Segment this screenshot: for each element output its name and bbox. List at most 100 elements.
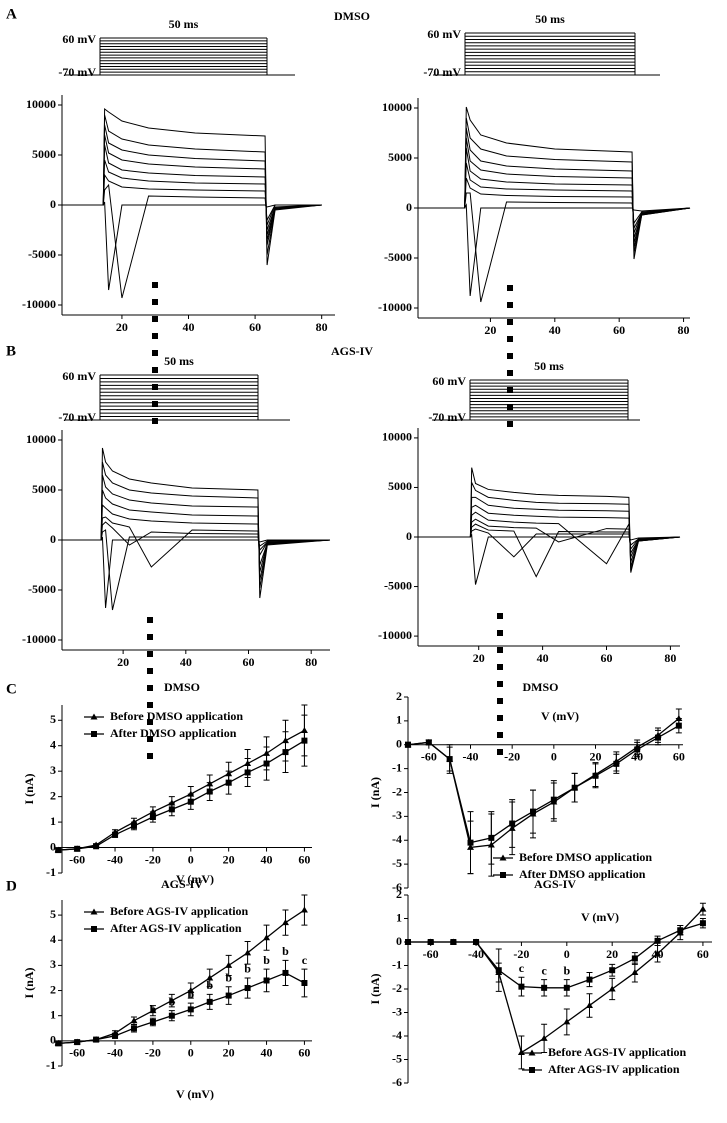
- trace: [418, 117, 691, 254]
- y-tick-label: 5: [50, 907, 56, 921]
- point: [699, 920, 706, 927]
- x-tick-label: 0: [551, 750, 557, 764]
- trace: [418, 192, 691, 303]
- x-tick-label: 60: [243, 655, 255, 669]
- y-tick-label: 0: [396, 934, 402, 948]
- annotation: b: [150, 1002, 157, 1016]
- point: [244, 949, 252, 956]
- point: [152, 418, 158, 424]
- point: [152, 333, 158, 339]
- x-tick-label: 60: [249, 320, 261, 334]
- x-tick-label: -20: [504, 750, 520, 764]
- y-tick-label: 0: [406, 529, 412, 543]
- x-tick-label: 80: [316, 320, 328, 334]
- y-tick-label: -3: [392, 808, 402, 822]
- legend-label: Before DMSO application: [110, 709, 243, 723]
- x-tick-label: 0: [188, 852, 194, 866]
- y-tick-label: 0: [50, 1033, 56, 1047]
- trace: [62, 159, 322, 231]
- x-tick-label: 80: [664, 651, 676, 665]
- panel-letter: B: [6, 343, 16, 359]
- point: [93, 1036, 100, 1043]
- y-tick-label: 0: [50, 839, 56, 853]
- x-axis-label: V (mV): [176, 872, 214, 886]
- point: [112, 1032, 119, 1039]
- x-tick-label: 60: [613, 323, 625, 337]
- x-tick-label: -40: [463, 750, 479, 764]
- trace: [418, 523, 681, 578]
- point: [130, 1017, 138, 1024]
- y-tick-label: 4: [50, 737, 56, 751]
- y-tick-label: 2: [50, 788, 56, 802]
- x-tick-label: 60: [298, 1046, 310, 1060]
- y-tick-label: 4: [50, 932, 56, 946]
- point: [634, 746, 641, 753]
- point: [500, 872, 506, 878]
- trace: [62, 124, 322, 246]
- y-tick-label: 1: [396, 910, 402, 924]
- point: [152, 367, 158, 373]
- x-tick-label: -60: [69, 852, 85, 866]
- x-tick-label: -60: [423, 947, 439, 961]
- y-tick-label: -4: [392, 1028, 402, 1042]
- y-tick-label: 10000: [26, 432, 56, 446]
- x-tick-label: 80: [305, 655, 317, 669]
- point: [507, 285, 513, 291]
- x-tick-label: 20: [223, 1046, 235, 1060]
- trace: [418, 106, 691, 260]
- annotation: c: [541, 963, 547, 977]
- trace: [58, 729, 305, 851]
- point: [405, 741, 411, 748]
- y-tick-label: -2: [392, 784, 402, 798]
- annotation: b: [169, 994, 176, 1008]
- point: [301, 737, 308, 744]
- point: [152, 316, 158, 322]
- point: [301, 980, 308, 986]
- x-tick-label: -20: [145, 852, 161, 866]
- annotation: c: [519, 961, 525, 975]
- x-tick-label: 40: [537, 651, 549, 665]
- point: [613, 760, 620, 767]
- point: [631, 969, 639, 976]
- protocol-high: 60 mV: [432, 374, 466, 388]
- y-tick-label: -5000: [28, 582, 56, 596]
- point: [507, 421, 513, 427]
- point: [263, 760, 270, 767]
- point: [187, 798, 194, 805]
- panel-letter: A: [6, 6, 17, 22]
- point: [467, 839, 474, 846]
- x-tick-label: -40: [468, 947, 484, 961]
- trace: [418, 177, 691, 230]
- legend-label: Before AGS-IV application: [548, 1045, 687, 1059]
- point: [473, 939, 480, 945]
- point: [654, 937, 661, 944]
- point: [147, 753, 153, 759]
- point: [446, 756, 453, 763]
- y-axis-label: I (nA): [22, 967, 36, 998]
- point: [585, 1001, 593, 1008]
- legend-label: After DMSO application: [519, 867, 646, 881]
- trace: [407, 725, 680, 844]
- y-tick-label: 1: [396, 713, 402, 727]
- y-tick-label: -5000: [384, 250, 412, 264]
- annotation: b: [263, 953, 270, 967]
- y-axis-label: I (nA): [22, 773, 36, 804]
- legend-label: After DMSO application: [110, 726, 237, 740]
- y-tick-label: -4: [392, 832, 402, 846]
- point: [206, 998, 213, 1005]
- y-tick-label: -5000: [28, 247, 56, 261]
- point: [530, 808, 536, 815]
- legend-label: Before DMSO application: [519, 850, 652, 864]
- y-tick-label: 2: [396, 887, 402, 901]
- point: [152, 401, 158, 407]
- y-tick-label: 5000: [32, 147, 56, 161]
- protocol-high: 60 mV: [62, 32, 96, 46]
- annotation: b: [282, 944, 289, 958]
- point: [488, 834, 495, 841]
- point: [450, 939, 457, 945]
- annotation: b: [563, 963, 570, 977]
- y-tick-label: -10000: [378, 628, 412, 642]
- trace: [418, 162, 691, 234]
- y-tick-label: 2: [396, 689, 402, 703]
- point: [497, 681, 503, 687]
